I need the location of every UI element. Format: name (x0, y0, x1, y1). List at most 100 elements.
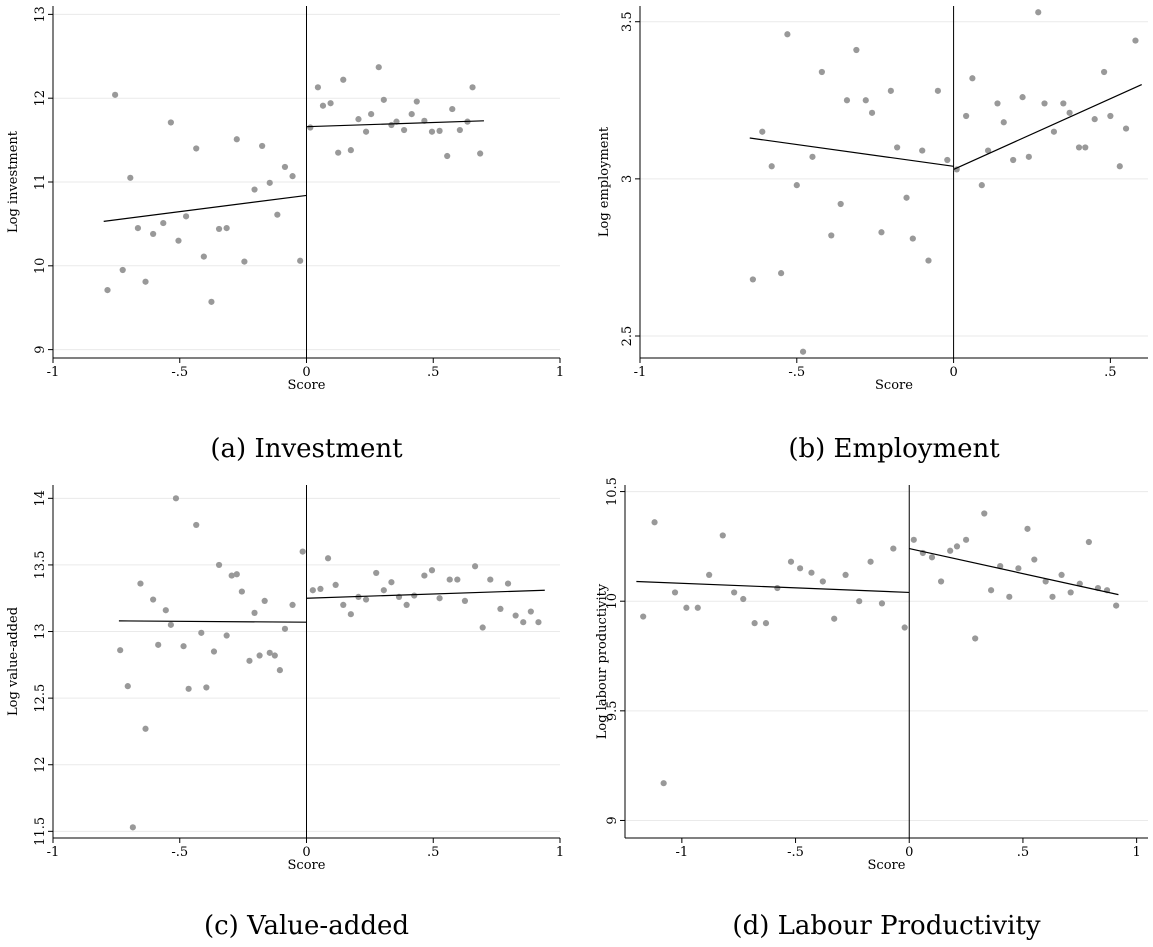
data-point (266, 649, 273, 656)
data-point (200, 253, 207, 260)
data-point (759, 128, 766, 135)
data-point (988, 587, 995, 594)
data-point (180, 643, 187, 650)
data-point (818, 68, 825, 76)
chart-panel-3: 11.5 12 12.5 13 13.5 14 -1 -.5 0 .5 1 Score Log valu… (6, 485, 564, 941)
data-point (413, 98, 420, 105)
data-point (193, 145, 200, 152)
x-tick-label: 1 (1132, 845, 1140, 860)
data-point (1049, 593, 1056, 600)
data-point (469, 84, 476, 91)
data-point (1132, 37, 1139, 44)
data-point (894, 144, 901, 151)
data-point (1041, 100, 1048, 107)
data-point (651, 519, 658, 526)
data-point (843, 97, 851, 104)
data-point (380, 587, 387, 594)
y-tick-label: 13 (33, 6, 48, 23)
data-point (1060, 100, 1067, 107)
data-point (1010, 156, 1017, 164)
data-point (449, 105, 456, 113)
data-point (271, 652, 278, 659)
data-point (160, 219, 167, 227)
data-point (307, 124, 314, 131)
fit-line-right (953, 84, 1142, 170)
data-point (347, 611, 354, 618)
data-point (1058, 571, 1065, 578)
x-tick-label: 0 (302, 845, 310, 860)
y-tick-label: 12.5 (33, 684, 48, 713)
data-point (751, 620, 758, 627)
data-point (388, 579, 395, 586)
x-tick-label: 0 (302, 365, 310, 380)
x-tick-label: -.5 (171, 365, 188, 380)
data-point (1116, 163, 1123, 170)
data-point (1019, 94, 1026, 101)
data-point (215, 561, 223, 569)
data-point (1113, 602, 1120, 609)
data-point (471, 563, 479, 570)
data-point (962, 536, 970, 543)
data-point (497, 605, 504, 612)
y-tick-label: 9.5 (605, 700, 620, 721)
data-point (375, 64, 382, 71)
data-point (276, 667, 283, 674)
data-point (828, 232, 835, 239)
data-point (428, 128, 436, 135)
y-tick-label: 9 (605, 816, 620, 824)
data-point (228, 572, 235, 579)
data-point (167, 621, 174, 628)
data-point (373, 569, 380, 577)
data-point (878, 600, 886, 607)
data-point (162, 607, 169, 614)
data-point (774, 584, 781, 592)
data-point (683, 604, 690, 611)
data-point (182, 213, 190, 220)
data-point (223, 632, 230, 639)
data-point (477, 150, 484, 157)
data-point (210, 648, 218, 655)
x-tick-label: -1 (676, 845, 689, 860)
data-point (362, 128, 370, 135)
y-axis-label: Log value-added (6, 607, 21, 716)
data-point (317, 585, 324, 593)
x-tick-label: .5 (427, 365, 439, 380)
data-point (142, 278, 149, 285)
data-point (340, 76, 347, 83)
y-tick-label: 13 (33, 623, 48, 640)
x-tick-label: 1 (556, 845, 564, 860)
data-point (408, 111, 415, 118)
data-point (784, 31, 791, 38)
y-tick-label: 10.5 (605, 477, 620, 506)
data-point (909, 235, 916, 242)
data-point (867, 558, 874, 565)
data-point (256, 652, 263, 659)
fit-line-left (118, 620, 307, 623)
x-axis-label: Score (875, 378, 913, 393)
data-point (925, 257, 932, 264)
data-point (281, 625, 289, 632)
data-point (259, 142, 266, 150)
data-point (694, 604, 701, 611)
fit-line-right (306, 589, 545, 599)
data-point (388, 121, 395, 129)
data-point (706, 571, 713, 578)
data-point (640, 613, 647, 620)
data-point (246, 657, 253, 664)
x-axis-label: Score (288, 858, 326, 873)
data-point (853, 46, 860, 54)
data-point (238, 588, 245, 595)
data-point (198, 629, 205, 636)
data-point (535, 619, 542, 626)
data-point (479, 624, 486, 631)
fit-line-right (306, 120, 484, 128)
data-point (731, 589, 738, 596)
data-point (910, 536, 917, 543)
chart-panel-4: 9 9.5 10 10.5 -1 -.5 0 .5 1 Score Log labour produ… (595, 477, 1148, 941)
data-point (947, 547, 954, 554)
y-tick-label: 13.5 (33, 550, 48, 579)
data-point (175, 237, 182, 244)
data-point (340, 601, 347, 608)
data-point (362, 596, 370, 603)
data-point (1082, 144, 1089, 151)
